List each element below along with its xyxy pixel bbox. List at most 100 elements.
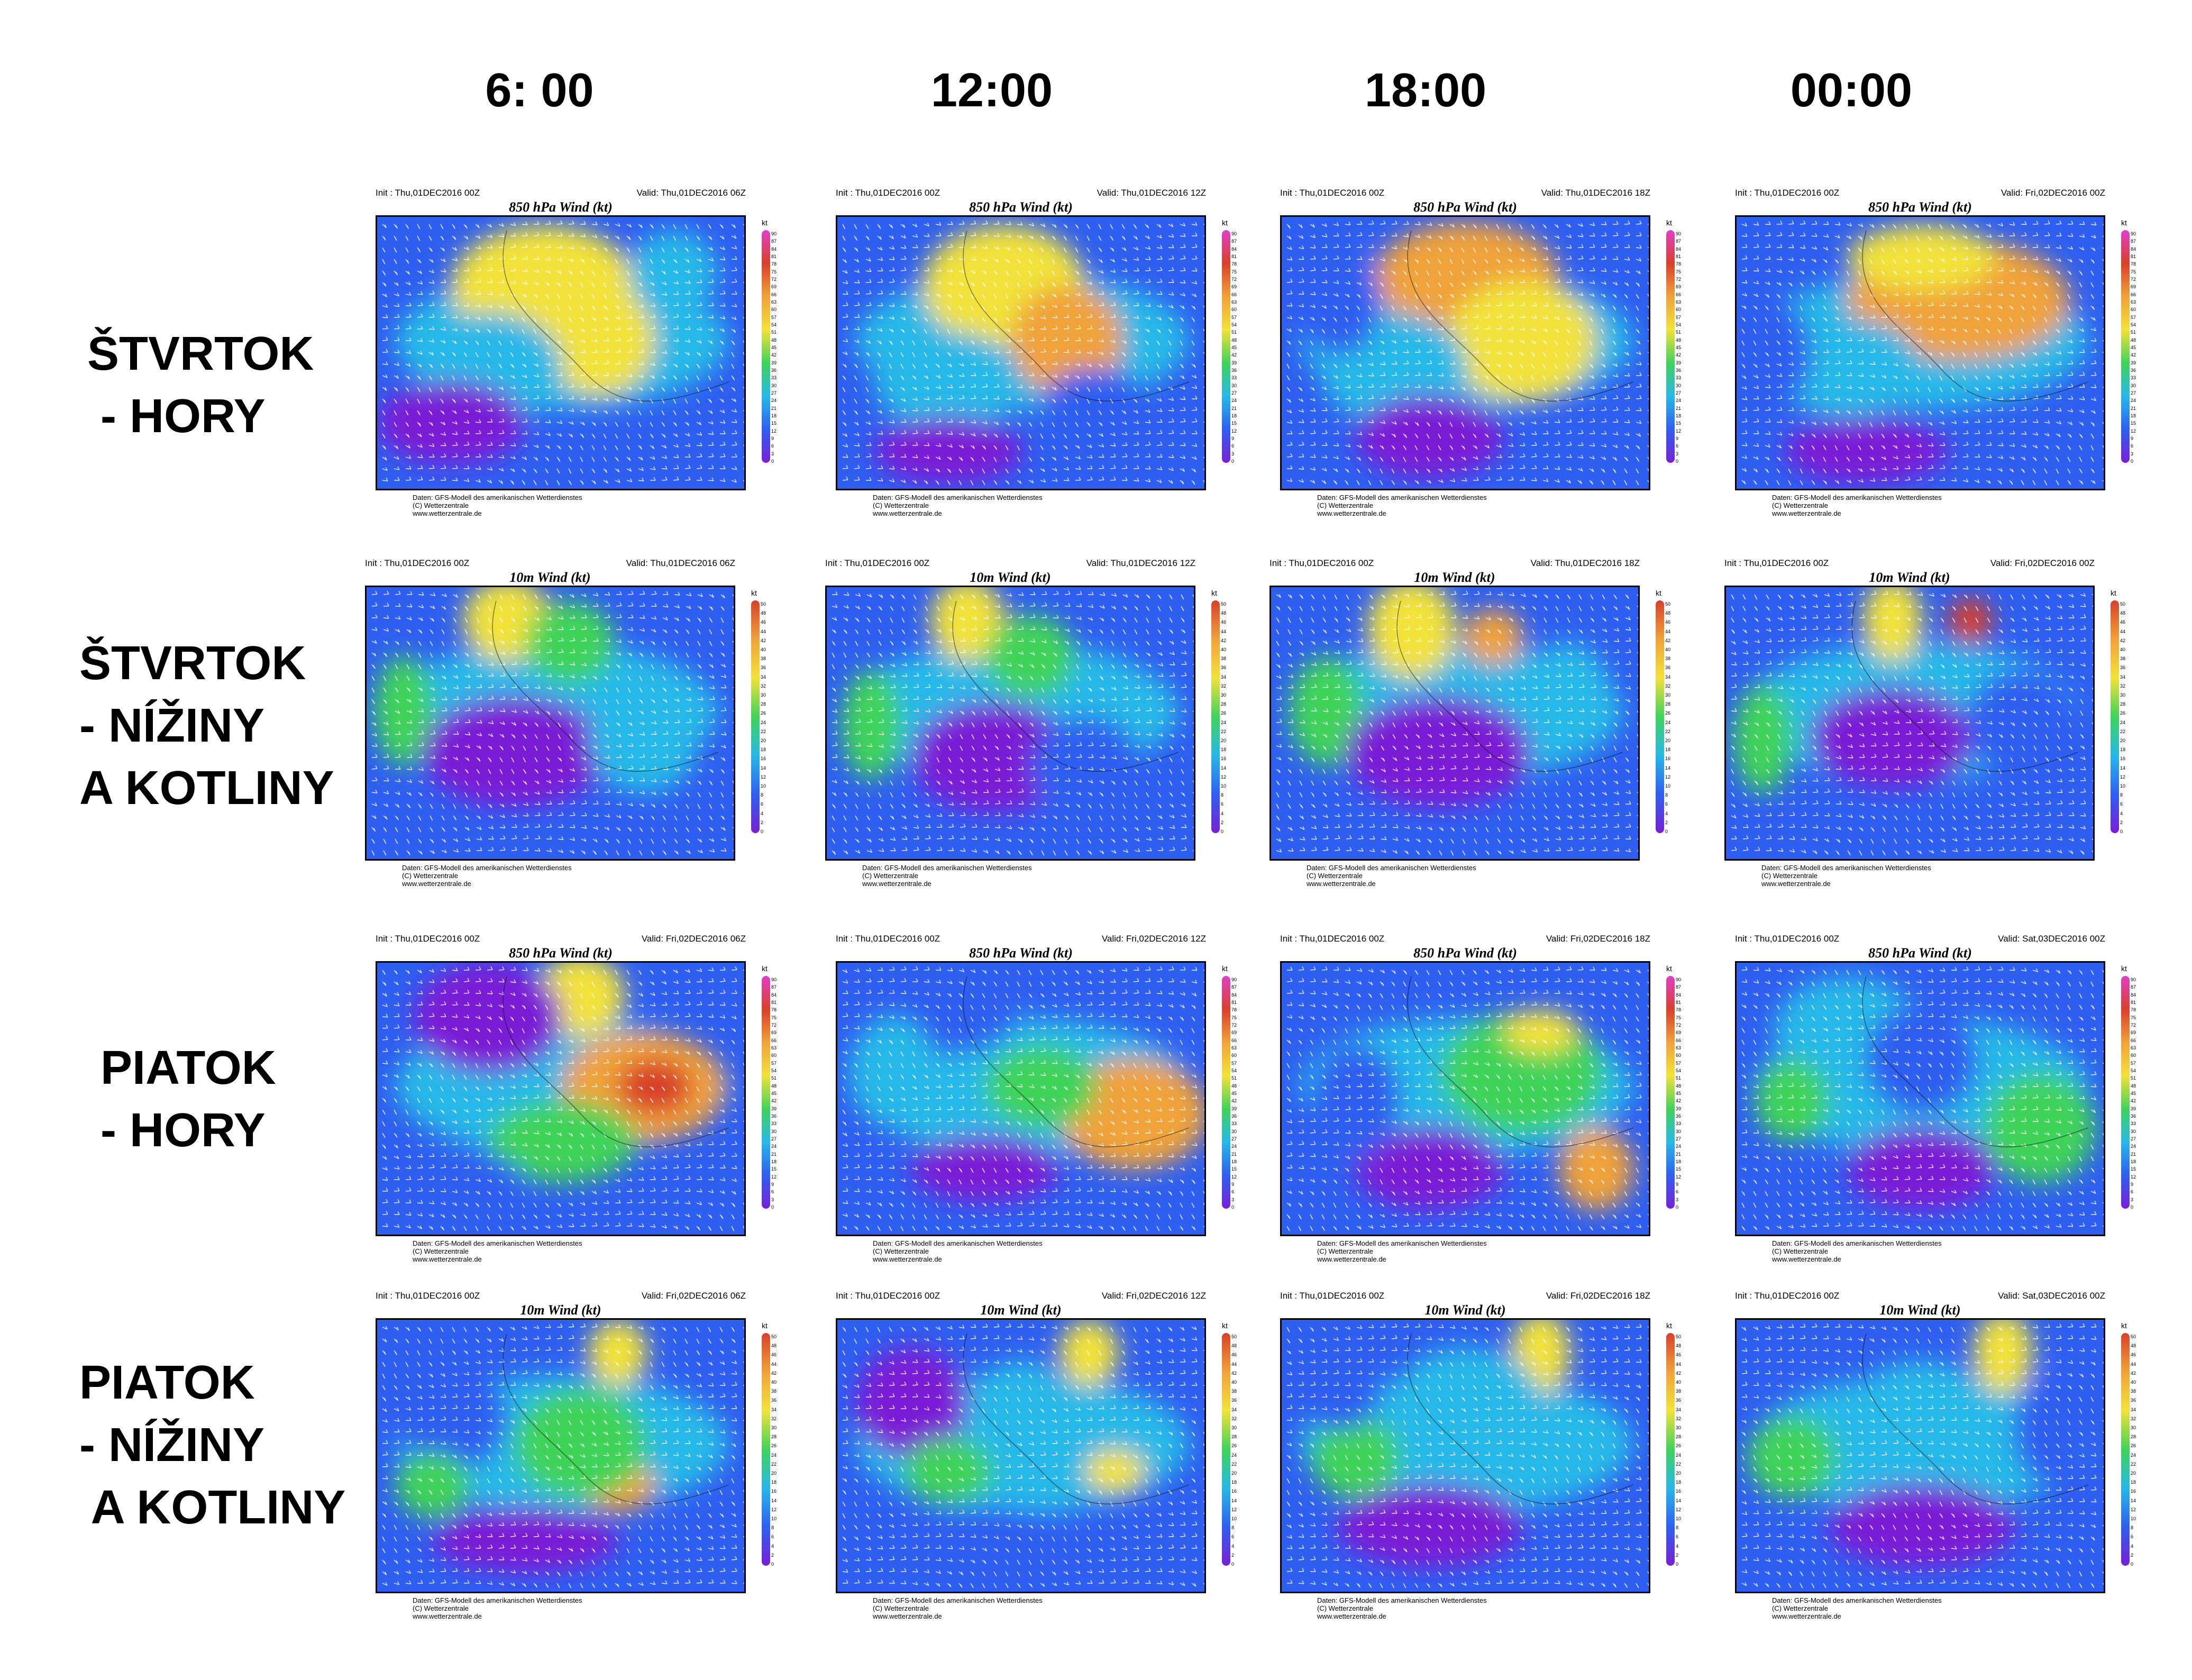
- wind-barb: [1180, 305, 1185, 309]
- wind-barb-flag: [1029, 272, 1032, 276]
- colorbar-tick: 84: [771, 246, 777, 252]
- wind-barb-flag: [572, 371, 574, 376]
- wind-barb-flag: [732, 353, 735, 358]
- wind-barb: [743, 340, 744, 343]
- wind-barb-flag: [616, 295, 619, 298]
- wind-barb-flag: [525, 418, 528, 422]
- wind-barb-flag: [581, 318, 584, 322]
- wind-barb: [498, 282, 505, 284]
- wind-barb: [1180, 433, 1186, 434]
- wind-barb: [650, 363, 655, 366]
- wind-barb-flag: [663, 260, 665, 264]
- wind-barb-flag: [996, 329, 999, 333]
- wind-barb: [1414, 375, 1421, 376]
- wind-barb: [382, 375, 388, 378]
- wind-barb-flag: [534, 481, 537, 486]
- wind-barb-flag: [1076, 237, 1079, 241]
- wind-barb: [731, 468, 737, 470]
- wind-barb: [1380, 410, 1386, 412]
- wind-barb-flag: [995, 318, 998, 322]
- wind-barb: [958, 398, 965, 399]
- wind-barb-flag: [545, 481, 549, 486]
- wind-barb-flag: [444, 442, 446, 446]
- wind-barb: [1368, 398, 1374, 399]
- wind-barb: [533, 363, 539, 367]
- wind-barb-flag: [1043, 305, 1046, 309]
- wind-barb: [1203, 305, 1204, 308]
- wind-barb: [1612, 246, 1619, 248]
- wind-barb: [1075, 294, 1081, 296]
- wind-barb: [1554, 270, 1560, 271]
- wind-barb-flag: [595, 384, 598, 388]
- wind-barb-flag: [651, 271, 654, 275]
- wind-barb-flag: [640, 224, 643, 229]
- wind-barb-flag: [1099, 225, 1102, 230]
- wind-barb: [1145, 328, 1150, 333]
- wind-barb-flag: [1113, 314, 1116, 318]
- wind-barb-flag: [1008, 246, 1011, 251]
- wind-barb-flag: [711, 327, 714, 332]
- wind-barb: [947, 282, 953, 285]
- wind-barb: [1133, 247, 1139, 251]
- wind-barb-flag: [903, 234, 906, 239]
- wind-barb-flag: [536, 281, 539, 286]
- wind-barb-flag: [499, 353, 502, 358]
- wind-barb-flag: [711, 257, 714, 261]
- wind-barb-flag: [892, 256, 895, 260]
- colorbar-tick: 57: [1676, 315, 1681, 320]
- wind-barb: [498, 456, 504, 459]
- wind-barb: [591, 375, 598, 376]
- wind-barb: [1075, 282, 1080, 286]
- wind-barb: [900, 247, 906, 249]
- wind-barb-flag: [1020, 327, 1022, 331]
- wind-barb: [889, 456, 895, 458]
- data-credit: Daten: GFS-Modell des amerikanischen Wet…: [413, 494, 582, 517]
- wind-barb-flag: [983, 295, 985, 299]
- wind-barb-flag: [606, 410, 608, 414]
- colorbar-tick: 33: [1231, 375, 1237, 380]
- wind-barb-flag: [723, 290, 726, 294]
- wind-barb: [394, 340, 400, 341]
- colorbar-tick: 72: [1676, 277, 1681, 282]
- wind-barb-flag: [395, 225, 398, 229]
- wind-barb: [1962, 259, 1969, 260]
- wind-barb: [912, 294, 918, 296]
- wind-barb: [719, 480, 725, 482]
- wind-barb: [842, 352, 848, 355]
- wind-barb-flag: [524, 294, 527, 298]
- wind-barb: [993, 375, 1000, 376]
- wind-barb-flag: [916, 234, 918, 238]
- wind-barb-flag: [1113, 302, 1116, 306]
- wind-barb-flag: [479, 290, 481, 295]
- wind-barb-flag: [607, 348, 609, 352]
- wind-barb-flag: [618, 385, 621, 389]
- wind-barb-flag: [537, 243, 540, 248]
- wind-barb: [912, 270, 918, 271]
- wind-barb-flag: [857, 314, 860, 318]
- wind-barb: [545, 433, 551, 436]
- wind-barb-flag: [454, 247, 457, 251]
- wind-barb-flag: [686, 377, 688, 380]
- wind-barb-flag: [857, 269, 860, 273]
- wind-barb-flag: [1195, 243, 1198, 248]
- wind-barb-flag: [489, 387, 492, 391]
- wind-barb-flag: [479, 245, 481, 249]
- wind-barb-flag: [995, 271, 998, 275]
- wind-barb: [1484, 328, 1491, 330]
- wind-barb: [522, 294, 527, 298]
- wind-barb: [684, 340, 690, 343]
- wind-barb: [1005, 328, 1010, 332]
- wind-barb-flag: [711, 477, 714, 481]
- wind-barb-flag: [903, 224, 906, 228]
- wind-barb-flag: [513, 468, 515, 472]
- wind-barb-flag: [571, 340, 574, 344]
- wind-barb-flag: [721, 388, 724, 392]
- wind-barb: [533, 375, 539, 378]
- wind-barb-flag: [903, 304, 907, 308]
- wind-barb-flag: [605, 306, 608, 310]
- wind-barb-flag: [1053, 283, 1056, 287]
- wind-barb-flag: [1159, 304, 1163, 308]
- wind-barb-flag: [409, 325, 412, 329]
- wind-barb: [568, 247, 574, 250]
- wind-barb-flag: [420, 280, 423, 285]
